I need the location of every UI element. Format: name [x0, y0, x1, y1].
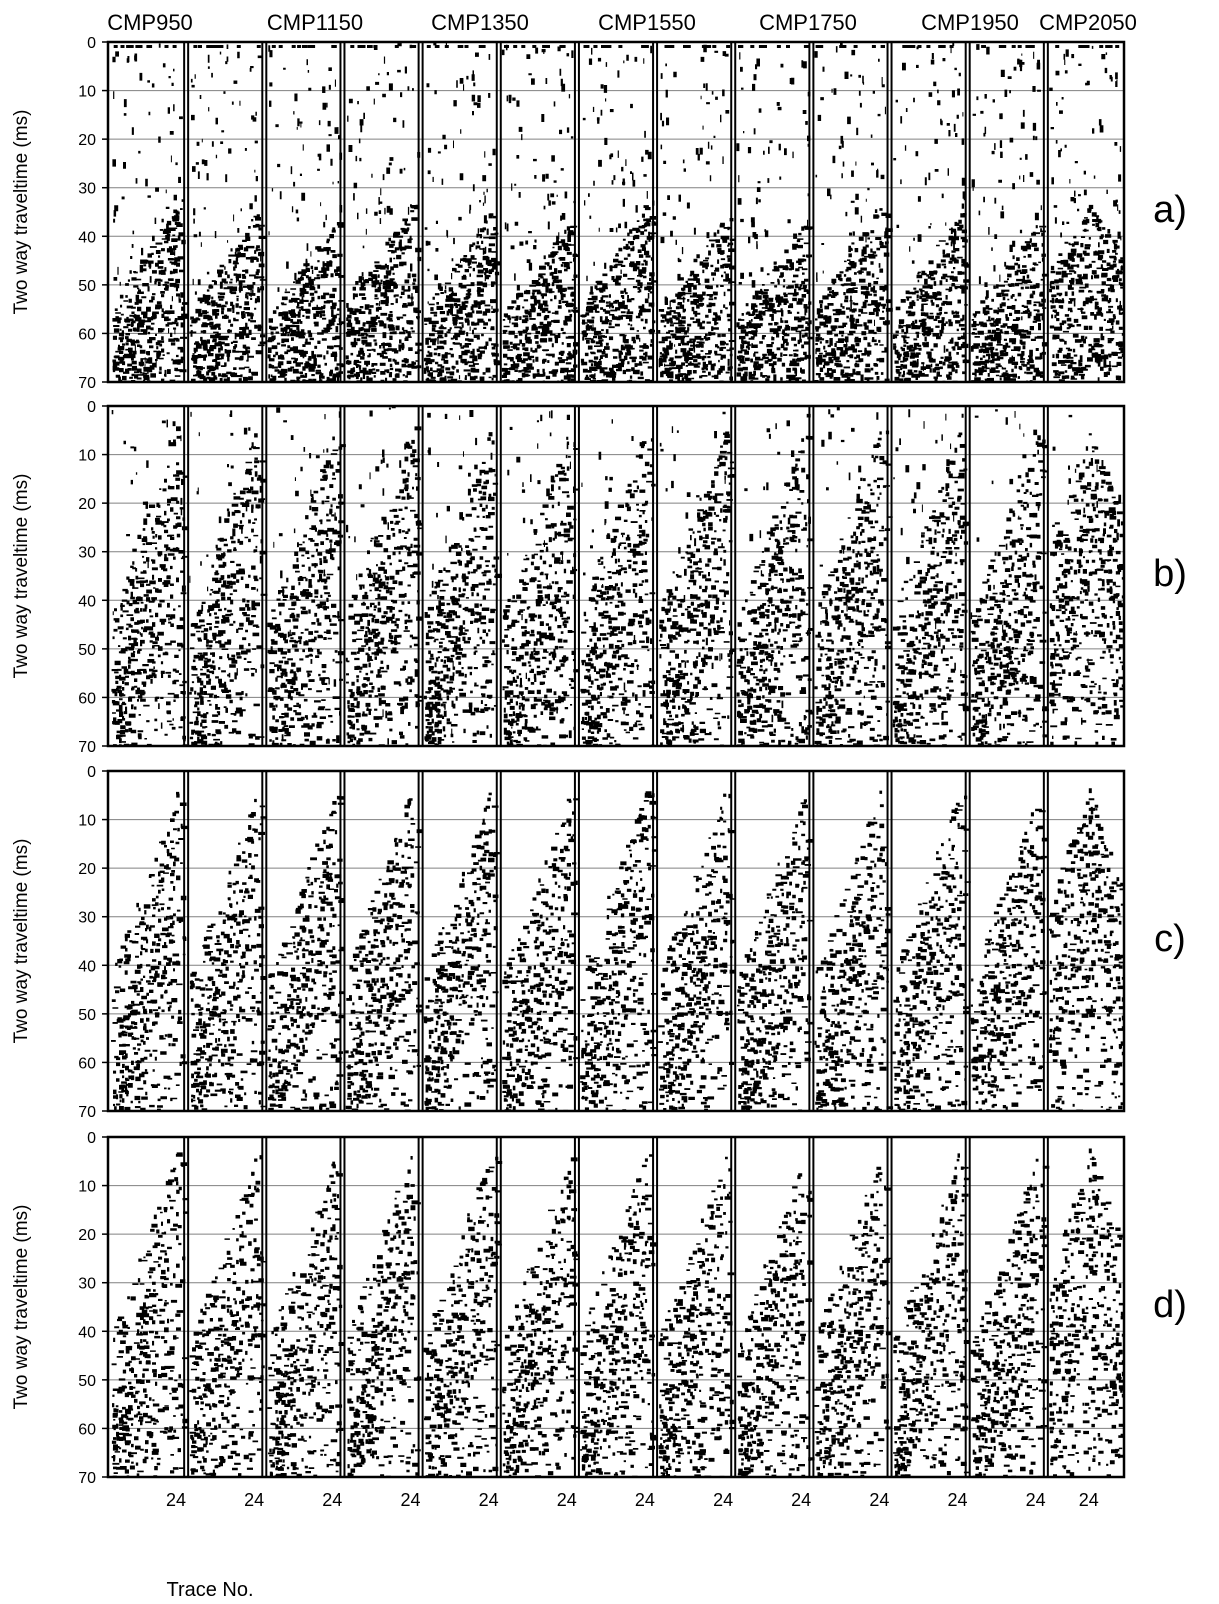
seismic-traces: [112, 42, 1124, 382]
y-tick-label: 70: [78, 1470, 96, 1487]
y-tick-label: 0: [87, 764, 96, 781]
x-tick-label: 24: [947, 1490, 967, 1510]
y-tick-label: 50: [78, 642, 96, 659]
x-tick-label: 24: [713, 1490, 733, 1510]
seismic-traces: [111, 406, 1124, 746]
y-tick-label: 40: [78, 593, 96, 610]
y-tick-label: 20: [78, 1227, 96, 1244]
cmp-label-950: CMP950: [107, 10, 193, 35]
cmp-label-1350: CMP1350: [431, 10, 529, 35]
y-tick-label: 20: [78, 132, 96, 149]
seismic-wiggles: [111, 406, 1124, 746]
panel-3: 0 10 20 30 40 50 60 70 Two way traveltime (ms) c): [11, 764, 1186, 1121]
x-tick-label: 24: [791, 1490, 811, 1510]
panel-label: b): [1153, 553, 1187, 595]
y-tick-label: 40: [78, 958, 96, 975]
y-axis-title: Two way traveltime (ms): [11, 839, 32, 1044]
y-tick-label: 60: [78, 690, 96, 707]
y-tick-label: 70: [78, 1104, 96, 1121]
panel-label: a): [1153, 189, 1187, 231]
seismic-traces: [111, 788, 1124, 1111]
x-tick-label: 24: [479, 1490, 499, 1510]
x-tick-label: 24: [166, 1490, 186, 1510]
panel-frame: [106, 769, 1126, 1113]
panel-frame: [106, 404, 1126, 748]
x-tick-label: 24: [869, 1490, 889, 1510]
y-tick-label: 70: [78, 739, 96, 756]
y-tick-label: 60: [78, 326, 96, 343]
panel-label: c): [1154, 918, 1186, 960]
panel-background: [108, 1137, 1124, 1477]
seismic-traces: [111, 1148, 1124, 1477]
cmp-label-1950: CMP1950: [921, 10, 1019, 35]
y-tick-label: 30: [78, 1276, 96, 1293]
y-tick-label: 70: [78, 375, 96, 392]
y-axis-title: Two way traveltime (ms): [11, 1205, 32, 1410]
x-tick-label: 24: [1079, 1490, 1099, 1510]
cmp-label-1150: CMP1150: [267, 10, 363, 35]
panel-background: [108, 771, 1124, 1111]
panels: 0 10 20 30 40 50 60 70 Two way traveltime (ms) a)…: [11, 35, 1187, 1510]
cmp-label-1750: CMP1750: [759, 10, 857, 35]
cmp-labels: CMP950 CMP1150 CMP1350 CMP1550 CMP1750 C…: [107, 10, 1137, 35]
x-tick-label: 24: [244, 1490, 264, 1510]
x-tick-label: 24: [322, 1490, 342, 1510]
x-tick-labels: 24 24 24 24 24 24 24 24 24 24 24 24 24: [166, 1490, 1099, 1510]
panel-label: d): [1153, 1284, 1187, 1326]
y-tick-label: 40: [78, 1324, 96, 1341]
panel-frame: [106, 40, 1126, 384]
y-tick-label: 10: [78, 448, 96, 465]
y-tick-label: 50: [78, 278, 96, 295]
y-tick-label: 0: [87, 35, 96, 52]
y-tick-label: 60: [78, 1055, 96, 1072]
x-tick-label: 24: [1026, 1490, 1046, 1510]
y-tick-label: 0: [87, 399, 96, 416]
seismic-wiggles: [112, 42, 1124, 382]
y-tick-label: 10: [78, 1179, 96, 1196]
x-tick-label: 24: [400, 1490, 420, 1510]
y-axis-title: Two way traveltime (ms): [11, 110, 32, 315]
x-tick-label: 24: [635, 1490, 655, 1510]
y-tick-label: 0: [87, 1130, 96, 1147]
x-axis-title: Trace No.: [166, 1579, 253, 1601]
seismic-wiggles: [111, 788, 1124, 1111]
y-tick-label: 30: [78, 910, 96, 927]
y-tick-label: 10: [78, 84, 96, 101]
panel-1: 0 10 20 30 40 50 60 70 Two way traveltime (ms) a): [11, 35, 1187, 392]
cmp-label-2050: CMP2050: [1039, 10, 1137, 35]
y-tick-label: 20: [78, 861, 96, 878]
y-tick-label: 30: [78, 545, 96, 562]
x-tick-label: 24: [557, 1490, 577, 1510]
y-tick-label: 50: [78, 1007, 96, 1024]
seismic-wiggles: [111, 1148, 1124, 1477]
cmp-label-1550: CMP1550: [598, 10, 696, 35]
y-tick-label: 20: [78, 496, 96, 513]
y-tick-label: 60: [78, 1421, 96, 1438]
y-tick-label: 50: [78, 1373, 96, 1390]
y-tick-label: 40: [78, 229, 96, 246]
panel-frame: [106, 1135, 1126, 1479]
y-tick-label: 10: [78, 813, 96, 830]
y-axis-title: Two way traveltime (ms): [11, 474, 32, 679]
y-tick-label: 30: [78, 181, 96, 198]
panel-2: 0 10 20 30 40 50 60 70 Two way traveltime (ms) b): [11, 399, 1187, 756]
panel-4: 0 10 20 30 40 50 60 70 Two way traveltime (ms) d): [11, 1130, 1187, 1487]
